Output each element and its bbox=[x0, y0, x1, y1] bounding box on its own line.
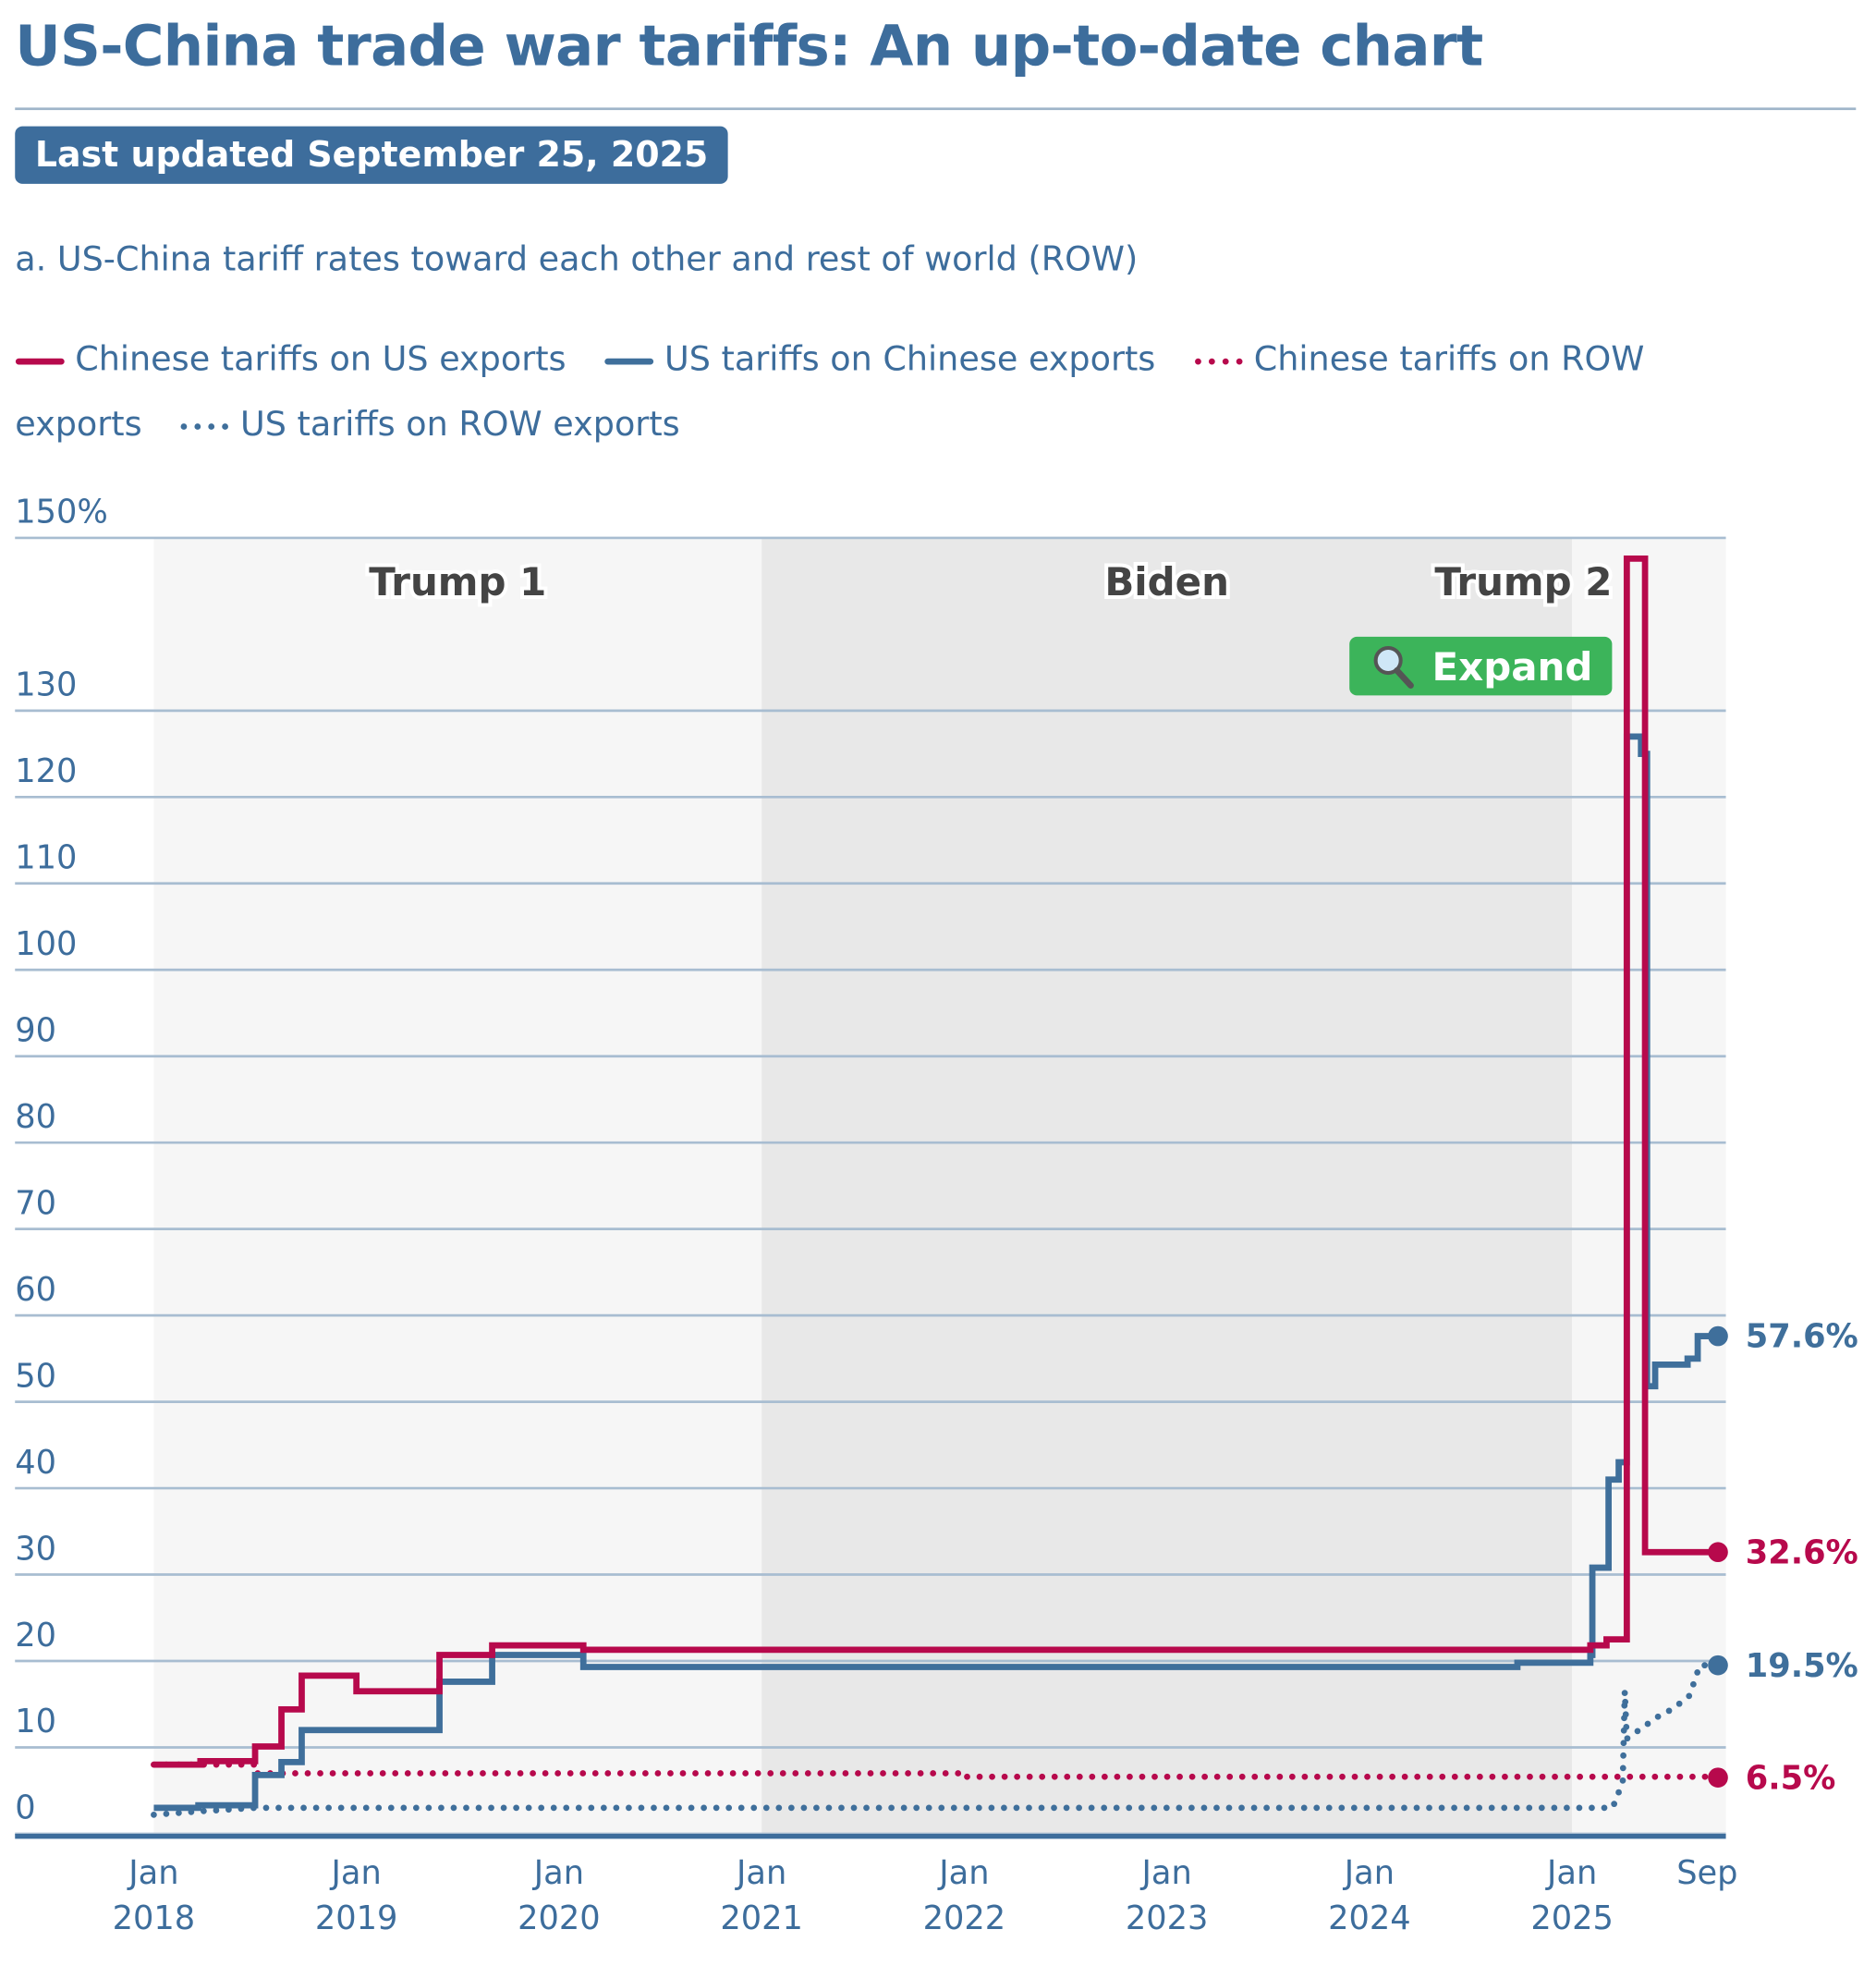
end-label: 19.5% bbox=[1746, 1647, 1858, 1685]
magnifier-icon bbox=[1373, 645, 1403, 676]
title: US-China trade war tariffs: An up-to-dat… bbox=[15, 12, 1483, 79]
legend-item: Chinese tariffs on ROW exports bbox=[15, 340, 1644, 444]
y-tick-label: 150% bbox=[15, 494, 108, 531]
x-tick-label: Sep bbox=[1676, 1854, 1738, 1893]
updated-badge: Last updated September 25, 2025 bbox=[15, 126, 728, 184]
end-label: 57.6% bbox=[1746, 1318, 1858, 1356]
end-dot bbox=[1708, 1767, 1728, 1789]
legend-item: Chinese tariffs on US exports bbox=[15, 340, 566, 379]
legend-item: US tariffs on ROW exports bbox=[180, 405, 680, 444]
y-tick-label: 30 bbox=[15, 1530, 56, 1568]
x-tick-label: Jan 2025 bbox=[1530, 1854, 1614, 1938]
expand-button-label: Expand bbox=[1432, 644, 1593, 690]
end-dot bbox=[1708, 1542, 1728, 1563]
legend-swatch bbox=[15, 358, 65, 364]
legend-label: US tariffs on ROW exports bbox=[240, 405, 680, 445]
period-label: Trump 2 bbox=[1434, 559, 1612, 604]
y-tick-label: 0 bbox=[15, 1789, 35, 1827]
period-label: Biden bbox=[1104, 559, 1229, 604]
series-line bbox=[153, 733, 1719, 1812]
legend-item: US tariffs on Chinese exports bbox=[604, 340, 1155, 379]
end-label: 32.6% bbox=[1746, 1533, 1858, 1571]
x-tick-label: Jan 2018 bbox=[112, 1854, 196, 1938]
x-tick-label: Jan 2020 bbox=[518, 1854, 601, 1938]
end-dot bbox=[1708, 1655, 1728, 1676]
legend-label: US tariffs on Chinese exports bbox=[664, 340, 1156, 380]
y-tick-label: 100 bbox=[15, 925, 77, 963]
legend-label: Chinese tariffs on ROW exports bbox=[15, 340, 1645, 445]
x-tick-label: Jan 2019 bbox=[314, 1854, 398, 1938]
x-tick-label: Jan 2024 bbox=[1328, 1854, 1411, 1938]
x-tick-label: Jan 2023 bbox=[1125, 1854, 1209, 1938]
y-tick-label: 40 bbox=[15, 1444, 56, 1482]
x-tick-label: Jan 2021 bbox=[720, 1854, 803, 1938]
subtitle: a. US-China tariff rates toward each oth… bbox=[15, 239, 1139, 279]
x-tick-label: Jan 2022 bbox=[922, 1854, 1006, 1938]
y-tick-label: 60 bbox=[15, 1271, 56, 1309]
y-tick-label: 120 bbox=[15, 752, 77, 790]
expand-button[interactable]: Expand bbox=[1349, 636, 1613, 696]
y-tick-label: 10 bbox=[15, 1703, 56, 1740]
legend: Chinese tariffs on US exports US tariffs… bbox=[15, 328, 1791, 458]
series-line bbox=[153, 555, 1719, 1768]
end-label: 6.5% bbox=[1746, 1759, 1836, 1797]
legend-label: Chinese tariffs on US exports bbox=[75, 340, 566, 380]
magnifier-handle bbox=[1394, 666, 1414, 689]
y-tick-label: 50 bbox=[15, 1357, 56, 1395]
title-rule bbox=[15, 107, 1857, 111]
y-tick-label: 130 bbox=[15, 666, 77, 704]
expand-button-bg bbox=[1349, 636, 1613, 696]
legend-swatch bbox=[604, 358, 654, 364]
y-tick-label: 20 bbox=[15, 1617, 56, 1655]
y-tick-label: 110 bbox=[15, 839, 77, 877]
period-band bbox=[761, 537, 1573, 1834]
y-tick-label: 70 bbox=[15, 1184, 56, 1222]
y-tick-label: 80 bbox=[15, 1098, 56, 1136]
end-dot bbox=[1708, 1325, 1728, 1347]
y-tick-label: 90 bbox=[15, 1011, 56, 1049]
period-label: Trump 1 bbox=[369, 559, 546, 604]
period-band bbox=[153, 537, 762, 1834]
